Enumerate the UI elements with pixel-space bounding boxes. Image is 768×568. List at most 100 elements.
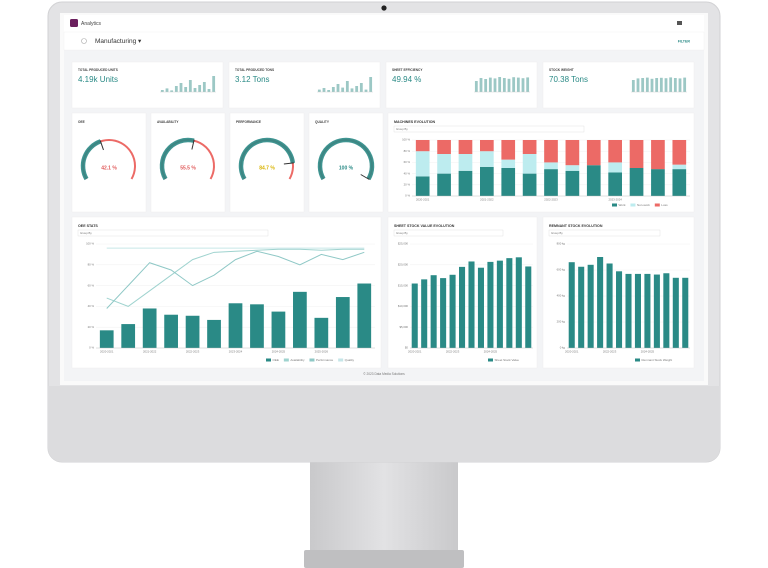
mini-bar [174, 86, 178, 92]
mini-bar [655, 78, 659, 92]
mini-bar [678, 78, 682, 92]
y-tick-label: 60 % [404, 160, 411, 164]
mini-bar [636, 78, 640, 92]
y-tick-label: 0 % [405, 194, 410, 198]
kpi-value: 49.94 % [392, 75, 421, 84]
group-by-label: Group By [396, 231, 408, 235]
mini-bar [165, 88, 169, 92]
bar [672, 169, 687, 196]
mini-bar [322, 88, 326, 92]
monitor-chin-top [48, 386, 720, 406]
y-tick-label: 800 kg [557, 242, 566, 246]
panel-title: SHEET STOCK VALUE EVOLUTION [394, 224, 455, 228]
bar [421, 279, 428, 348]
bar [415, 151, 430, 177]
legend-swatch [309, 358, 315, 362]
menu-icon[interactable] [677, 21, 682, 25]
panel-title: REMNANT STOCK EVOLUTION [549, 224, 603, 228]
y-tick-label: 600 kg [557, 268, 566, 272]
gauge-label: AVAILABILITY [157, 120, 179, 124]
bar [608, 172, 622, 196]
x-tick-label: 2024-2025 [641, 350, 655, 354]
filter-button[interactable]: FILTER [678, 39, 691, 43]
y-tick-label: $15,000 [398, 283, 409, 287]
x-tick-label: 2022-2023 [603, 350, 617, 354]
mini-bar [198, 85, 202, 92]
x-tick-label: 2021-2022 [480, 198, 494, 202]
bar [415, 176, 430, 196]
bar [459, 266, 466, 348]
bar [477, 267, 484, 348]
card [71, 216, 382, 369]
group-by-dropdown[interactable] [548, 229, 661, 237]
legend-swatch [612, 203, 617, 207]
card [71, 61, 224, 109]
mini-bar [336, 84, 340, 92]
bar [606, 263, 613, 348]
bar [437, 140, 451, 154]
group-by-dropdown[interactable] [393, 125, 585, 133]
bar [293, 291, 307, 348]
bar [506, 258, 513, 348]
app-name: Analytics [81, 21, 102, 27]
mini-bar [355, 86, 359, 92]
bar [449, 274, 456, 348]
bar [501, 140, 516, 160]
home-icon[interactable] [81, 38, 87, 44]
bar [663, 273, 670, 348]
bar [480, 151, 494, 167]
gauge-label: QUALITY [315, 120, 330, 124]
mini-bar [350, 88, 354, 92]
bar [629, 168, 644, 196]
kpi-label: STOCK WEIGHT [549, 68, 574, 72]
mini-bar [631, 80, 635, 92]
bar [544, 140, 558, 163]
bar [651, 169, 665, 196]
y-tick-label: 100 % [86, 242, 94, 246]
mini-bar [207, 89, 211, 92]
mini-bar [364, 89, 368, 92]
bar [578, 266, 585, 348]
gauge-needle [360, 174, 370, 180]
legend-label: Quality [345, 358, 355, 362]
y-tick-label: 40 % [88, 304, 95, 308]
legend-label: Non-work [637, 203, 650, 207]
mini-bar [474, 81, 478, 92]
page-selector[interactable]: Manufacturing ▾ [95, 38, 142, 45]
kpi-label: TOTAL PRODUCED TONS [235, 68, 274, 72]
group-by-dropdown[interactable] [393, 229, 504, 237]
legend-label: Remnant Stock Weight [642, 358, 673, 362]
y-tick-label: $20,000 [398, 263, 409, 267]
mini-bar [341, 87, 345, 92]
series-line [106, 250, 365, 309]
sub-bar [63, 31, 705, 51]
legend-swatch [654, 203, 660, 207]
logo [70, 19, 78, 27]
y-tick-label: 80 % [404, 149, 411, 153]
y-tick-label: 100 % [402, 138, 410, 142]
x-tick-label: 2024-2025 [484, 350, 498, 354]
bar [587, 264, 594, 348]
y-tick-label: 60 % [88, 283, 95, 287]
bar [586, 165, 601, 196]
bar [458, 140, 473, 154]
group-by-label: Group By [80, 231, 92, 235]
x-tick-label: 2023-2024 [229, 350, 243, 354]
y-tick-label: 0 % [89, 346, 94, 350]
y-tick-label: 40 % [404, 171, 411, 175]
x-tick-label: 2020-2021 [100, 350, 114, 354]
x-tick-label: 2024-2025 [272, 350, 286, 354]
bar [644, 273, 651, 348]
group-by-label: Group By [396, 127, 408, 131]
legend-label: Availability [290, 358, 305, 362]
mini-bar [160, 90, 164, 92]
x-tick-label: 2022-2023 [446, 350, 460, 354]
bar [271, 311, 286, 348]
bar [480, 140, 494, 152]
kpi-value: 70.38 Tons [549, 75, 588, 84]
bar [522, 140, 537, 154]
gauge-value: 84.7 % [259, 165, 275, 171]
group-by-dropdown[interactable] [77, 229, 269, 237]
x-tick-label: 2023-2024 [608, 198, 622, 202]
